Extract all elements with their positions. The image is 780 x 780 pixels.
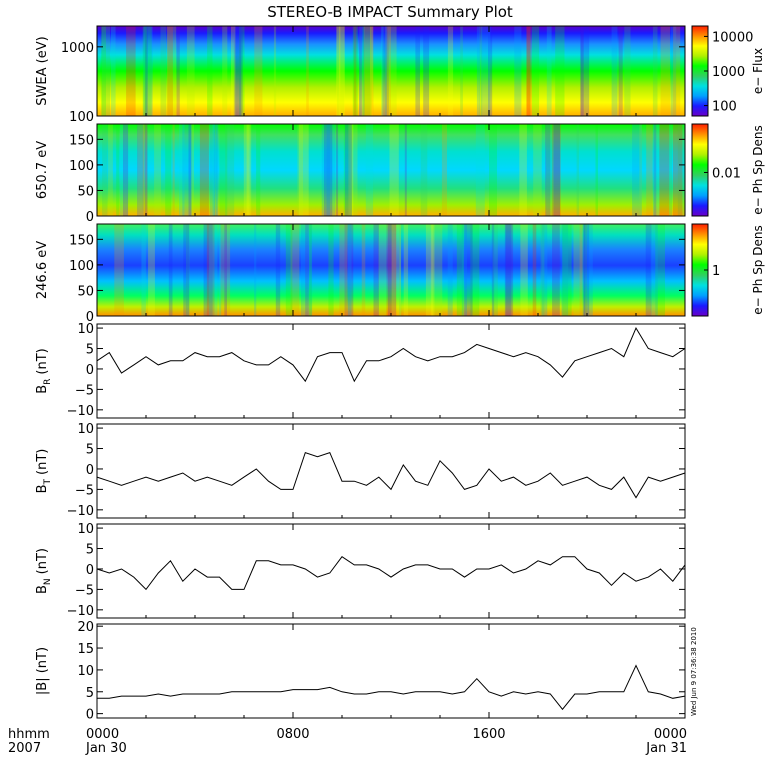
y-tick-5-2: 5: [86, 443, 94, 458]
x-axis-label-time: hhmm: [8, 727, 50, 742]
series-line-4: [96, 327, 686, 383]
panel-6: 10 5 0 −5 −10 BN(nT): [35, 522, 686, 619]
heatmap-structure-2: [102, 124, 685, 216]
y-tick-6-2: 5: [86, 543, 94, 558]
panel-frame-7: [96, 623, 686, 719]
colorbar-tick-3-1: 1: [712, 264, 720, 279]
colorbar-tick-2-1: 0.01: [712, 166, 741, 181]
y-tick-7-4: 5: [86, 686, 94, 701]
colorbar-tick-1-1: 10000: [712, 30, 753, 45]
y-label-5: BT(nT): [35, 449, 53, 494]
x-tick-1: 0000: [86, 727, 119, 742]
y-tick-4-5: −10: [67, 404, 94, 419]
y-tick-2-1: 150: [69, 133, 94, 148]
y-tick-4-1: 10: [77, 322, 94, 337]
panel-frame-5: [96, 423, 686, 519]
series-line-5: [96, 451, 686, 499]
heatmap-3: [97, 224, 685, 316]
panel-4: 10 5 0 −5 −10 BR(nT): [35, 322, 686, 419]
series-line-6: [96, 556, 686, 591]
x-date-4: Jan 31: [645, 741, 687, 756]
colorbar-label-3: e− Ph Sp Dens: [751, 225, 765, 314]
y-tick-4-3: 0: [86, 363, 94, 378]
y-tick-3-4: 0: [86, 310, 94, 325]
colorbar-2: [691, 123, 709, 217]
colorbar-label-1: e− Flux: [751, 48, 765, 94]
panel-2: 0.01 e− Ph Sp Dens 150 100 50 0 650.7 eV: [35, 123, 765, 225]
y-tick-1-1: 1000: [61, 41, 94, 56]
colorbar-tick-1-3: 100: [712, 100, 737, 115]
y-label-3: 246.6 eV: [35, 241, 50, 299]
y-tick-1-2: 100: [69, 110, 94, 125]
heatmap-1: [97, 26, 685, 116]
y-tick-6-4: −5: [75, 583, 94, 598]
y-label-7: |B| (nT): [35, 647, 50, 695]
y-tick-5-5: −10: [67, 504, 94, 519]
y-tick-5-1: 10: [77, 422, 94, 437]
y-tick-3-1: 150: [69, 233, 94, 248]
y-tick-7-5: 0: [86, 708, 94, 723]
y-tick-7-3: 10: [77, 664, 94, 679]
heatmap-2: [97, 124, 685, 216]
y-tick-3-3: 50: [77, 284, 94, 299]
y-tick-6-5: −10: [67, 604, 94, 619]
x-tick-2: 0800: [276, 727, 309, 742]
panel-5: 10 5 0 −5 −10 BT(nT): [35, 422, 686, 519]
x-tick-3: 1600: [472, 727, 505, 742]
panel-3: 1 e− Ph Sp Dens 150 100 50 0 246.6 eV: [35, 223, 765, 325]
panel-7: 20 15 10 5 0 |B| (nT): [35, 620, 686, 723]
series-line-7: [97, 664, 686, 711]
y-tick-6-3: 0: [86, 563, 94, 578]
colorbar-label-2: e− Ph Sp Dens: [751, 125, 765, 214]
y-label-4: BR(nT): [35, 348, 53, 394]
colorbar-tick-1-2: 1000: [712, 65, 745, 80]
x-tick-4: 0000: [654, 727, 687, 742]
y-tick-4-2: 5: [86, 343, 94, 358]
heatmap-structure-1: [101, 26, 681, 116]
y-tick-3-2: 100: [69, 259, 94, 274]
panel-1: 10000 1000 100 e− Flux 1000 100 SWEA (eV): [35, 25, 765, 125]
timestamp-stamp: Wed Jun 9 07:36:38 2010: [690, 627, 698, 716]
y-tick-7-2: 15: [77, 642, 94, 657]
y-label-1: SWEA (eV): [35, 36, 50, 105]
y-tick-2-2: 100: [69, 159, 94, 174]
y-tick-6-1: 10: [77, 522, 94, 537]
panel-frame-6: [96, 523, 686, 619]
y-tick-7-1: 20: [77, 620, 94, 635]
y-label-6: BN(nT): [35, 548, 53, 594]
y-tick-2-3: 50: [77, 184, 94, 199]
panel-frame-4: [96, 323, 686, 419]
y-tick-5-3: 0: [86, 463, 94, 478]
plot-title: STEREO-B IMPACT Summary Plot: [267, 3, 513, 21]
y-tick-5-4: −5: [75, 483, 94, 498]
y-tick-4-4: −5: [75, 383, 94, 398]
heatmap-structure-3: [114, 224, 665, 316]
x-axis-label-year: 2007: [8, 741, 41, 756]
y-tick-2-4: 0: [86, 210, 94, 225]
y-label-2: 650.7 eV: [35, 141, 50, 199]
x-date-1: Jan 30: [85, 741, 127, 756]
